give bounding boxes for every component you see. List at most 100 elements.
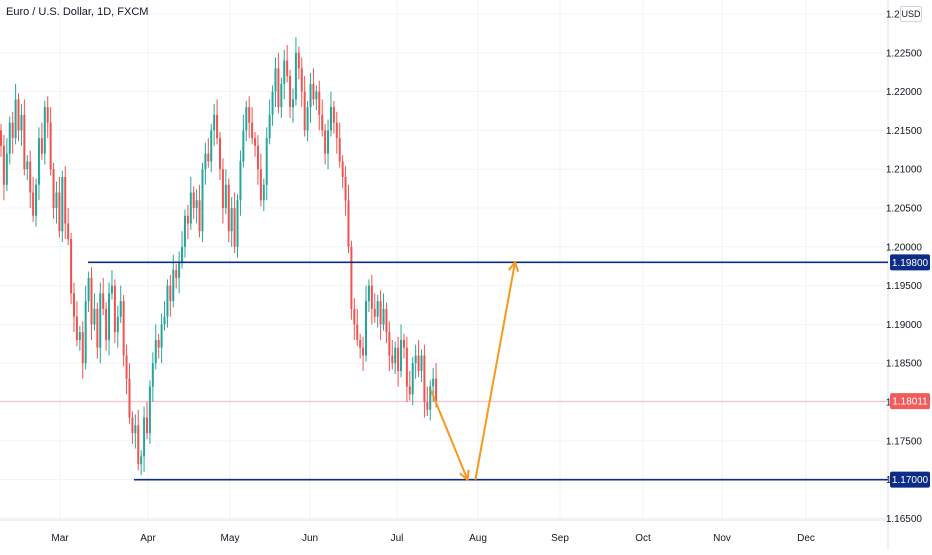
candle-body [169, 285, 172, 302]
candle-body [119, 301, 122, 317]
y-tick-label: 1.21500 [886, 126, 923, 137]
candle-body [64, 176, 67, 224]
candle-body [102, 293, 105, 309]
y-tick-label: 1.22000 [886, 87, 923, 98]
candle-body [213, 114, 216, 131]
level-tag [890, 471, 930, 488]
candle-body [338, 138, 341, 162]
candle-body [46, 107, 49, 123]
x-tick-label: Jul [391, 533, 404, 544]
candle-body [116, 316, 119, 333]
candle-body [405, 347, 408, 387]
candle-body [268, 114, 271, 139]
candle-body [23, 114, 26, 170]
candle-body [347, 200, 350, 247]
y-tick-label: 1.19500 [886, 281, 923, 292]
candle-body [329, 107, 332, 131]
candle-body [227, 184, 230, 232]
candle-body [5, 153, 8, 185]
candle-body [414, 355, 417, 364]
candle-body [315, 91, 318, 100]
candle-body [423, 355, 426, 403]
candle-body [245, 107, 248, 131]
candle-body [43, 107, 46, 154]
candle-body [195, 200, 198, 208]
candle-body [99, 293, 102, 348]
candle-body [292, 99, 294, 108]
candle-body [365, 301, 367, 356]
candle-body [172, 270, 175, 302]
candle-body [17, 99, 20, 131]
candle-body [8, 122, 11, 154]
candle-body [216, 114, 219, 139]
candle-body [289, 76, 292, 108]
candle-body [254, 138, 257, 146]
candle-body [207, 153, 210, 162]
candle-body [327, 130, 330, 154]
candle-body [429, 386, 432, 410]
forecast-arrowhead [459, 469, 470, 482]
candle-body [93, 308, 96, 325]
currency-button[interactable]: USD [900, 6, 922, 22]
candle-body [248, 107, 251, 123]
candle-body [359, 339, 362, 348]
y-tick-label: 1.20000 [886, 242, 923, 253]
candle-body [55, 192, 58, 208]
candle-body [318, 91, 321, 115]
candle-body [146, 417, 148, 434]
x-tick-label: Sep [551, 533, 569, 544]
level-tag-label: 1.19800 [892, 258, 929, 269]
candle-body [373, 308, 376, 317]
candle-body [400, 339, 403, 371]
candle-body [324, 130, 327, 154]
candle-body [435, 378, 438, 402]
candle-body [78, 332, 81, 340]
candle-body [140, 456, 143, 465]
candle-body [151, 363, 154, 387]
x-tick-label: Mar [51, 533, 69, 544]
level-tag [890, 254, 930, 271]
candle-body [391, 355, 394, 364]
candle-body [131, 417, 134, 434]
candle-body [35, 184, 38, 216]
y-tick-label: 1.17500 [886, 436, 923, 447]
candle-body [26, 161, 29, 170]
candle-body [29, 161, 32, 193]
candle-body [230, 208, 233, 232]
candle-body [262, 184, 265, 201]
candle-body [321, 114, 324, 131]
candle-body [96, 308, 99, 348]
x-tick-label: Oct [635, 533, 651, 544]
candle-body [0, 130, 2, 146]
candle-body [294, 52, 297, 100]
candle-body [332, 107, 335, 123]
forecast-arrow [474, 262, 517, 480]
forecast-arrow [430, 390, 469, 481]
candle-body [388, 332, 391, 356]
candle-body [105, 308, 108, 340]
candle-body [113, 285, 116, 333]
candle-body [379, 301, 382, 325]
chart-title: Euro / U.S. Dollar, 1D, FXCM [6, 6, 149, 18]
candle-body [417, 355, 420, 371]
candle-body [274, 68, 277, 92]
candle-body [370, 285, 373, 309]
candle-body [297, 52, 300, 69]
candle-body [204, 153, 207, 170]
candle-body [236, 200, 239, 247]
candle-body [300, 68, 303, 92]
candle-body [356, 324, 359, 340]
candle-body [128, 378, 131, 418]
x-tick-label: May [221, 533, 240, 544]
candle-body [137, 425, 140, 465]
candle-body [49, 122, 52, 170]
candle-body [376, 301, 379, 317]
candle-body [367, 285, 370, 302]
candle-body [385, 308, 388, 333]
candle-body [256, 145, 259, 170]
candle-body [32, 192, 35, 216]
candle-body [87, 277, 90, 302]
candle-body [110, 285, 113, 294]
candle-body [52, 169, 55, 208]
